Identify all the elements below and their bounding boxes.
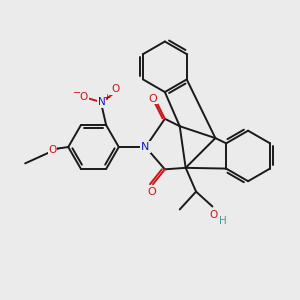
Text: O: O (80, 92, 88, 102)
Text: +: + (103, 93, 110, 102)
Text: O: O (210, 210, 218, 220)
Text: N: N (98, 97, 106, 107)
Text: O: O (148, 94, 157, 103)
Text: O: O (111, 84, 119, 94)
Text: O: O (147, 187, 156, 196)
Text: O: O (48, 145, 57, 155)
Text: H: H (219, 216, 227, 226)
Text: −: − (73, 88, 81, 98)
Text: N: N (141, 142, 150, 152)
